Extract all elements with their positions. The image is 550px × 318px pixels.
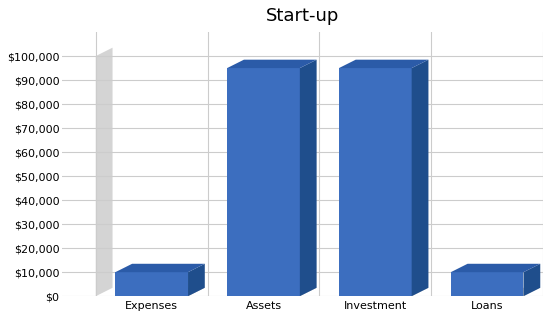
Polygon shape (227, 68, 300, 296)
Polygon shape (451, 288, 540, 296)
Polygon shape (116, 288, 205, 296)
Polygon shape (96, 48, 113, 296)
Title: Start-up: Start-up (266, 7, 339, 25)
Polygon shape (339, 288, 428, 296)
Polygon shape (227, 60, 317, 68)
Polygon shape (116, 264, 205, 272)
Polygon shape (339, 68, 411, 296)
Polygon shape (188, 264, 205, 296)
Polygon shape (116, 272, 188, 296)
Polygon shape (451, 264, 540, 272)
Polygon shape (411, 60, 428, 296)
Polygon shape (227, 288, 317, 296)
Polygon shape (300, 60, 317, 296)
Polygon shape (524, 264, 540, 296)
Polygon shape (451, 272, 524, 296)
Polygon shape (339, 60, 428, 68)
